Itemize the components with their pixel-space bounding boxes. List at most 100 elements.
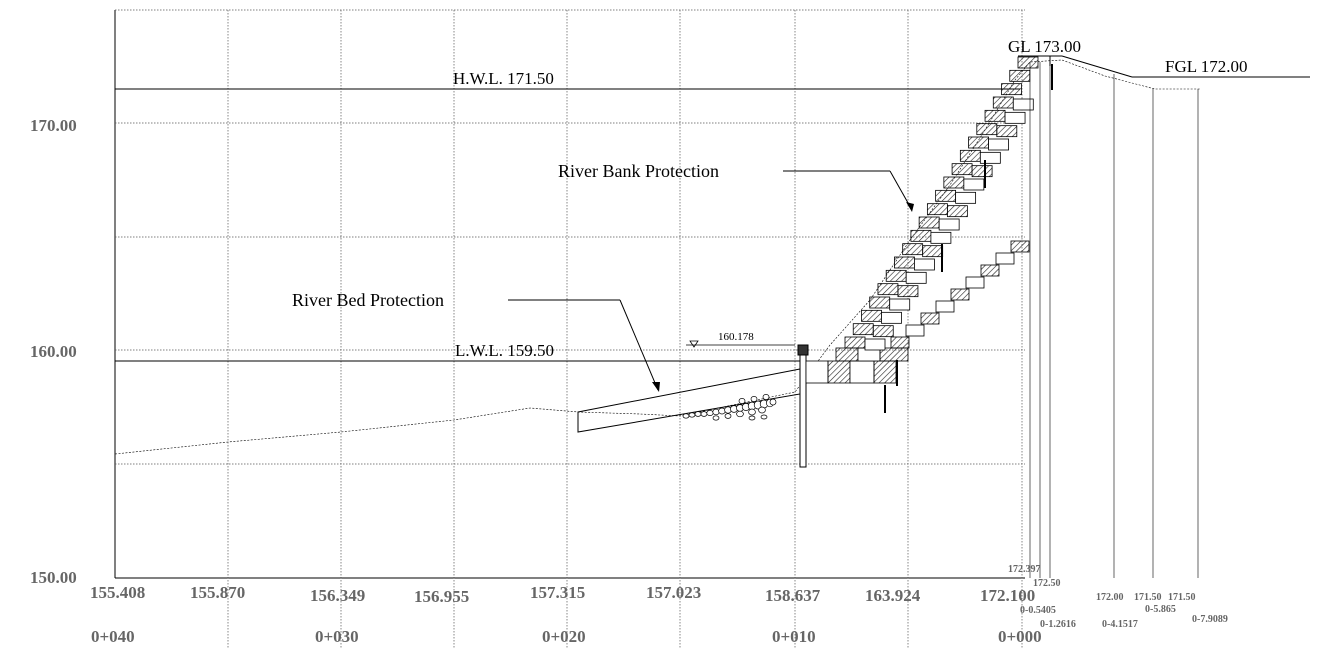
revetment-block (1004, 111, 1026, 124)
ground-level-row: 155.408 155.870 156.349 156.955 157.315 … (90, 583, 1035, 606)
gl-value: 156.955 (414, 587, 469, 606)
sheet-pile (797, 344, 809, 468)
chainage-label: 0+010 (772, 627, 816, 646)
gl-value: 172.100 (980, 586, 1035, 605)
revetment-block (938, 218, 960, 231)
revetment-block (996, 125, 1018, 138)
y-label-150: 150.00 (30, 568, 77, 587)
water-mark-symbol (686, 340, 795, 348)
revetment-block (869, 296, 891, 309)
revetment-block (918, 216, 940, 229)
water-mark-label: 160.178 (718, 331, 754, 343)
revetment-block (849, 360, 875, 384)
revetment-block (1001, 83, 1022, 96)
revetment-block (1012, 98, 1034, 111)
right-section-labels: 172.397 172.50 172.00 171.50 171.50 0-0.… (1008, 564, 1228, 630)
anchor-pins (884, 64, 1053, 413)
chainage-label: 0+000 (998, 627, 1042, 646)
revetment-block (950, 288, 970, 301)
revetment-block (922, 245, 944, 258)
revetment-block (902, 243, 924, 256)
revetment-block (951, 163, 973, 176)
bed-leader-arrow (652, 382, 660, 392)
revetment-block (864, 338, 886, 351)
gl-value: 157.315 (530, 583, 585, 602)
gl-value: 158.637 (765, 586, 821, 605)
revetment-block (1010, 240, 1030, 253)
rs-value: 171.50 (1134, 592, 1162, 603)
ground-profile (114, 59, 1200, 455)
revetment-block (881, 311, 902, 324)
revetment-block (968, 136, 989, 149)
revetment-block (852, 323, 874, 336)
revetment-block (910, 229, 932, 242)
rs-offset: 0-0.5405 (1020, 605, 1056, 616)
gl-value: 157.023 (646, 583, 701, 602)
revetment-block (877, 283, 899, 296)
revetment-block (894, 256, 915, 269)
revetment-block (926, 203, 948, 216)
gl-value: 155.870 (190, 583, 245, 602)
fgl-label: FGL 172.00 (1165, 57, 1248, 76)
revetment-block (984, 109, 1006, 122)
bank-protection-leader (783, 170, 913, 211)
rs-offset: 0-7.9089 (1192, 614, 1228, 625)
fgl-leader (1018, 55, 1310, 78)
rs-value: 172.50 (1033, 578, 1061, 589)
revetment-block (935, 189, 957, 202)
revetment-block (897, 285, 919, 298)
revetment-block (827, 360, 851, 384)
revetment-block (920, 312, 940, 325)
revetment-block (889, 298, 911, 311)
revetment-block (1009, 69, 1031, 82)
revetment-block (992, 96, 1014, 109)
rs-value: 172.00 (1096, 592, 1124, 603)
revetment-block (885, 269, 907, 282)
revetment-block (995, 252, 1015, 265)
frame (114, 10, 1025, 579)
revetment-block (914, 258, 935, 271)
revetment-block (1017, 56, 1039, 69)
y-label-170: 170.00 (30, 116, 77, 135)
gl-value: 163.924 (865, 586, 921, 605)
revetment-block (979, 151, 1001, 164)
revetment-block (905, 324, 925, 337)
revetment-block (930, 231, 952, 244)
hwl-label: H.W.L. 171.50 (453, 69, 554, 88)
rs-offset: 0-4.1517 (1102, 619, 1138, 630)
bank-protection-blocks (805, 56, 1039, 384)
rs-value: 172.397 (1008, 564, 1041, 575)
lwl-label: L.W.L. 159.50 (455, 341, 554, 360)
gl-value: 155.408 (90, 583, 145, 602)
revetment-block (976, 123, 998, 136)
revetment-block (963, 178, 985, 191)
bank-protection-label: River Bank Protection (558, 161, 719, 181)
revetment-block (873, 360, 897, 384)
gl-value: 156.349 (310, 586, 365, 605)
revetment-block (959, 149, 981, 162)
rs-offset: 0-5.865 (1145, 604, 1176, 615)
revetment-block (835, 347, 859, 362)
revetment-block (965, 276, 985, 289)
bed-protection-label: River Bed Protection (292, 290, 444, 310)
revetment-block (805, 360, 829, 384)
gl-label: GL 173.00 (1008, 37, 1081, 56)
revetment-block (935, 300, 955, 313)
chainage-label: 0+020 (542, 627, 586, 646)
revetment-block (890, 336, 910, 349)
revetment-block (905, 271, 927, 284)
rs-offset: 0-1.2616 (1040, 619, 1076, 630)
revetment-block (980, 264, 1000, 277)
rs-value: 171.50 (1168, 592, 1196, 603)
y-label-160: 160.00 (30, 342, 77, 361)
revetment-block (872, 325, 894, 338)
revetment-block (861, 309, 882, 322)
bed-protection-leader (508, 299, 659, 391)
chainage-row: 0+040 0+030 0+020 0+010 0+000 (91, 627, 1042, 646)
riprap-stones (682, 394, 777, 421)
bank-leader-arrow (906, 202, 914, 212)
revetment-block (946, 205, 968, 218)
chainage-label: 0+040 (91, 627, 135, 646)
